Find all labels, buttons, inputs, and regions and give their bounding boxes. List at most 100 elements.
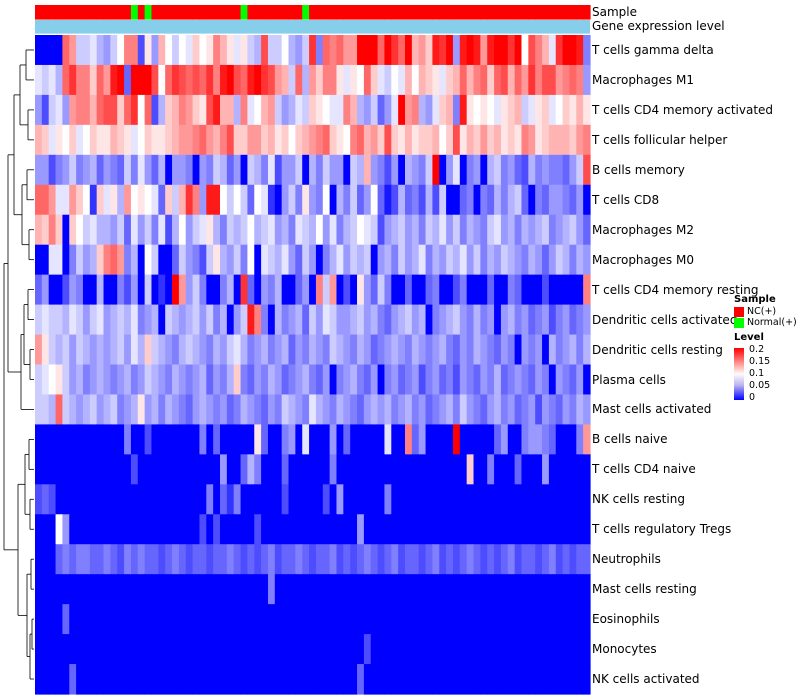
heatmap-cell [117,634,125,665]
heatmap-cell [110,574,118,605]
heatmap-cell [48,364,57,396]
heatmap-cell [391,244,399,276]
heatmap-cell [357,244,365,276]
heatmap-cell [144,154,153,186]
heatmap-cell [562,574,571,605]
heatmap-cell [446,35,454,66]
heatmap-cell [384,454,392,485]
heatmap-cell [281,634,290,665]
heatmap-cell [240,334,249,366]
heatmap-cell [343,634,351,665]
heatmap-cell [89,94,98,126]
heatmap-cell [315,94,324,126]
heatmap-cell [487,544,495,575]
heatmap-cell [144,634,153,665]
sample-annotation-cell [281,5,290,20]
heatmap-cell [172,154,180,186]
heatmap-cell [569,394,577,425]
heatmap-cell [247,484,255,515]
heatmap-cell [377,64,386,96]
heatmap-cell [185,214,194,246]
heatmap-cell [425,214,434,246]
heatmap-cell [432,514,440,545]
heatmap-cell [206,214,214,246]
sample-annotation-cell [343,5,351,20]
heatmap-cell [322,64,331,96]
heatmap-cell [281,154,290,186]
heatmap-cell [452,544,461,575]
heatmap-cell [76,334,84,366]
heatmap-cell [281,35,290,66]
heatmap-cell [500,184,509,216]
heatmap-cell [535,274,543,306]
heatmap-cell [89,634,98,665]
heatmap-cell [165,574,173,605]
sample-annotation-cell [391,5,399,20]
heatmap-cell [226,334,235,366]
heatmap-cell [398,484,406,515]
heatmap-cell [384,364,392,396]
heatmap-cell [158,364,166,396]
heatmap-cell [466,394,475,425]
heatmap-cell [473,154,481,186]
heatmap-cell [391,35,399,66]
heatmap-cell [288,124,296,156]
heatmap-cell [96,454,105,485]
heatmap-cell [144,334,153,366]
heatmap-cell [521,64,529,96]
heatmap-cell [343,35,351,66]
heatmap-cell [555,634,564,665]
heatmap-cell [350,94,358,126]
heatmap-cell [206,364,214,396]
heatmap-cell [562,304,571,336]
heatmap-cell [500,244,509,276]
heatmap-cell [76,64,84,96]
heatmap-cell [466,184,475,216]
heatmap-cell [363,574,372,605]
row-label: Macrophages M1 [592,72,694,87]
heatmap-cell [199,424,207,455]
heatmap-cell [548,124,557,156]
heatmap-cell [274,544,283,575]
heatmap-cell [514,304,523,336]
heatmap-cell [199,334,207,366]
heatmap-cell [82,544,91,575]
heatmap-cell [548,274,557,306]
heatmap-cell [494,514,502,545]
heatmap-cell [220,214,228,246]
heatmap-cell [82,214,91,246]
heatmap-cell [158,454,166,485]
heatmap-cell [226,214,235,246]
heatmap-cell [151,35,159,66]
heatmap-cell [76,244,84,276]
sample-annotation-cell [542,5,550,20]
heatmap-cell [261,484,269,515]
heatmap-cell [411,664,420,695]
heatmap-cell [384,154,392,186]
heatmap-cell [254,94,262,126]
heatmap-cell [165,94,173,126]
heatmap-cell [411,484,420,515]
heatmap-cell [220,154,228,186]
heatmap-cell [535,184,543,216]
heatmap-cell [69,124,77,156]
heatmap-cell [274,154,283,186]
heatmap-cell [535,334,543,366]
heatmap-cell [322,124,331,156]
heatmap-cell [459,214,468,246]
heatmap-cell [124,394,132,425]
heatmap-cell [199,544,207,575]
heatmap-cell [494,394,502,425]
heatmap-cell [363,484,372,515]
heatmap-cell [158,634,166,665]
heatmap-cell [309,184,317,216]
heatmap-cell [254,334,262,366]
heatmap-cell [576,664,584,695]
heatmap-cell [124,604,132,635]
heatmap-cell [418,154,427,186]
heatmap-cell [555,274,564,306]
heatmap-cell [377,35,386,66]
heatmap-cell [418,214,427,246]
heatmap-cell [110,394,118,425]
heatmap-cell [466,94,475,126]
